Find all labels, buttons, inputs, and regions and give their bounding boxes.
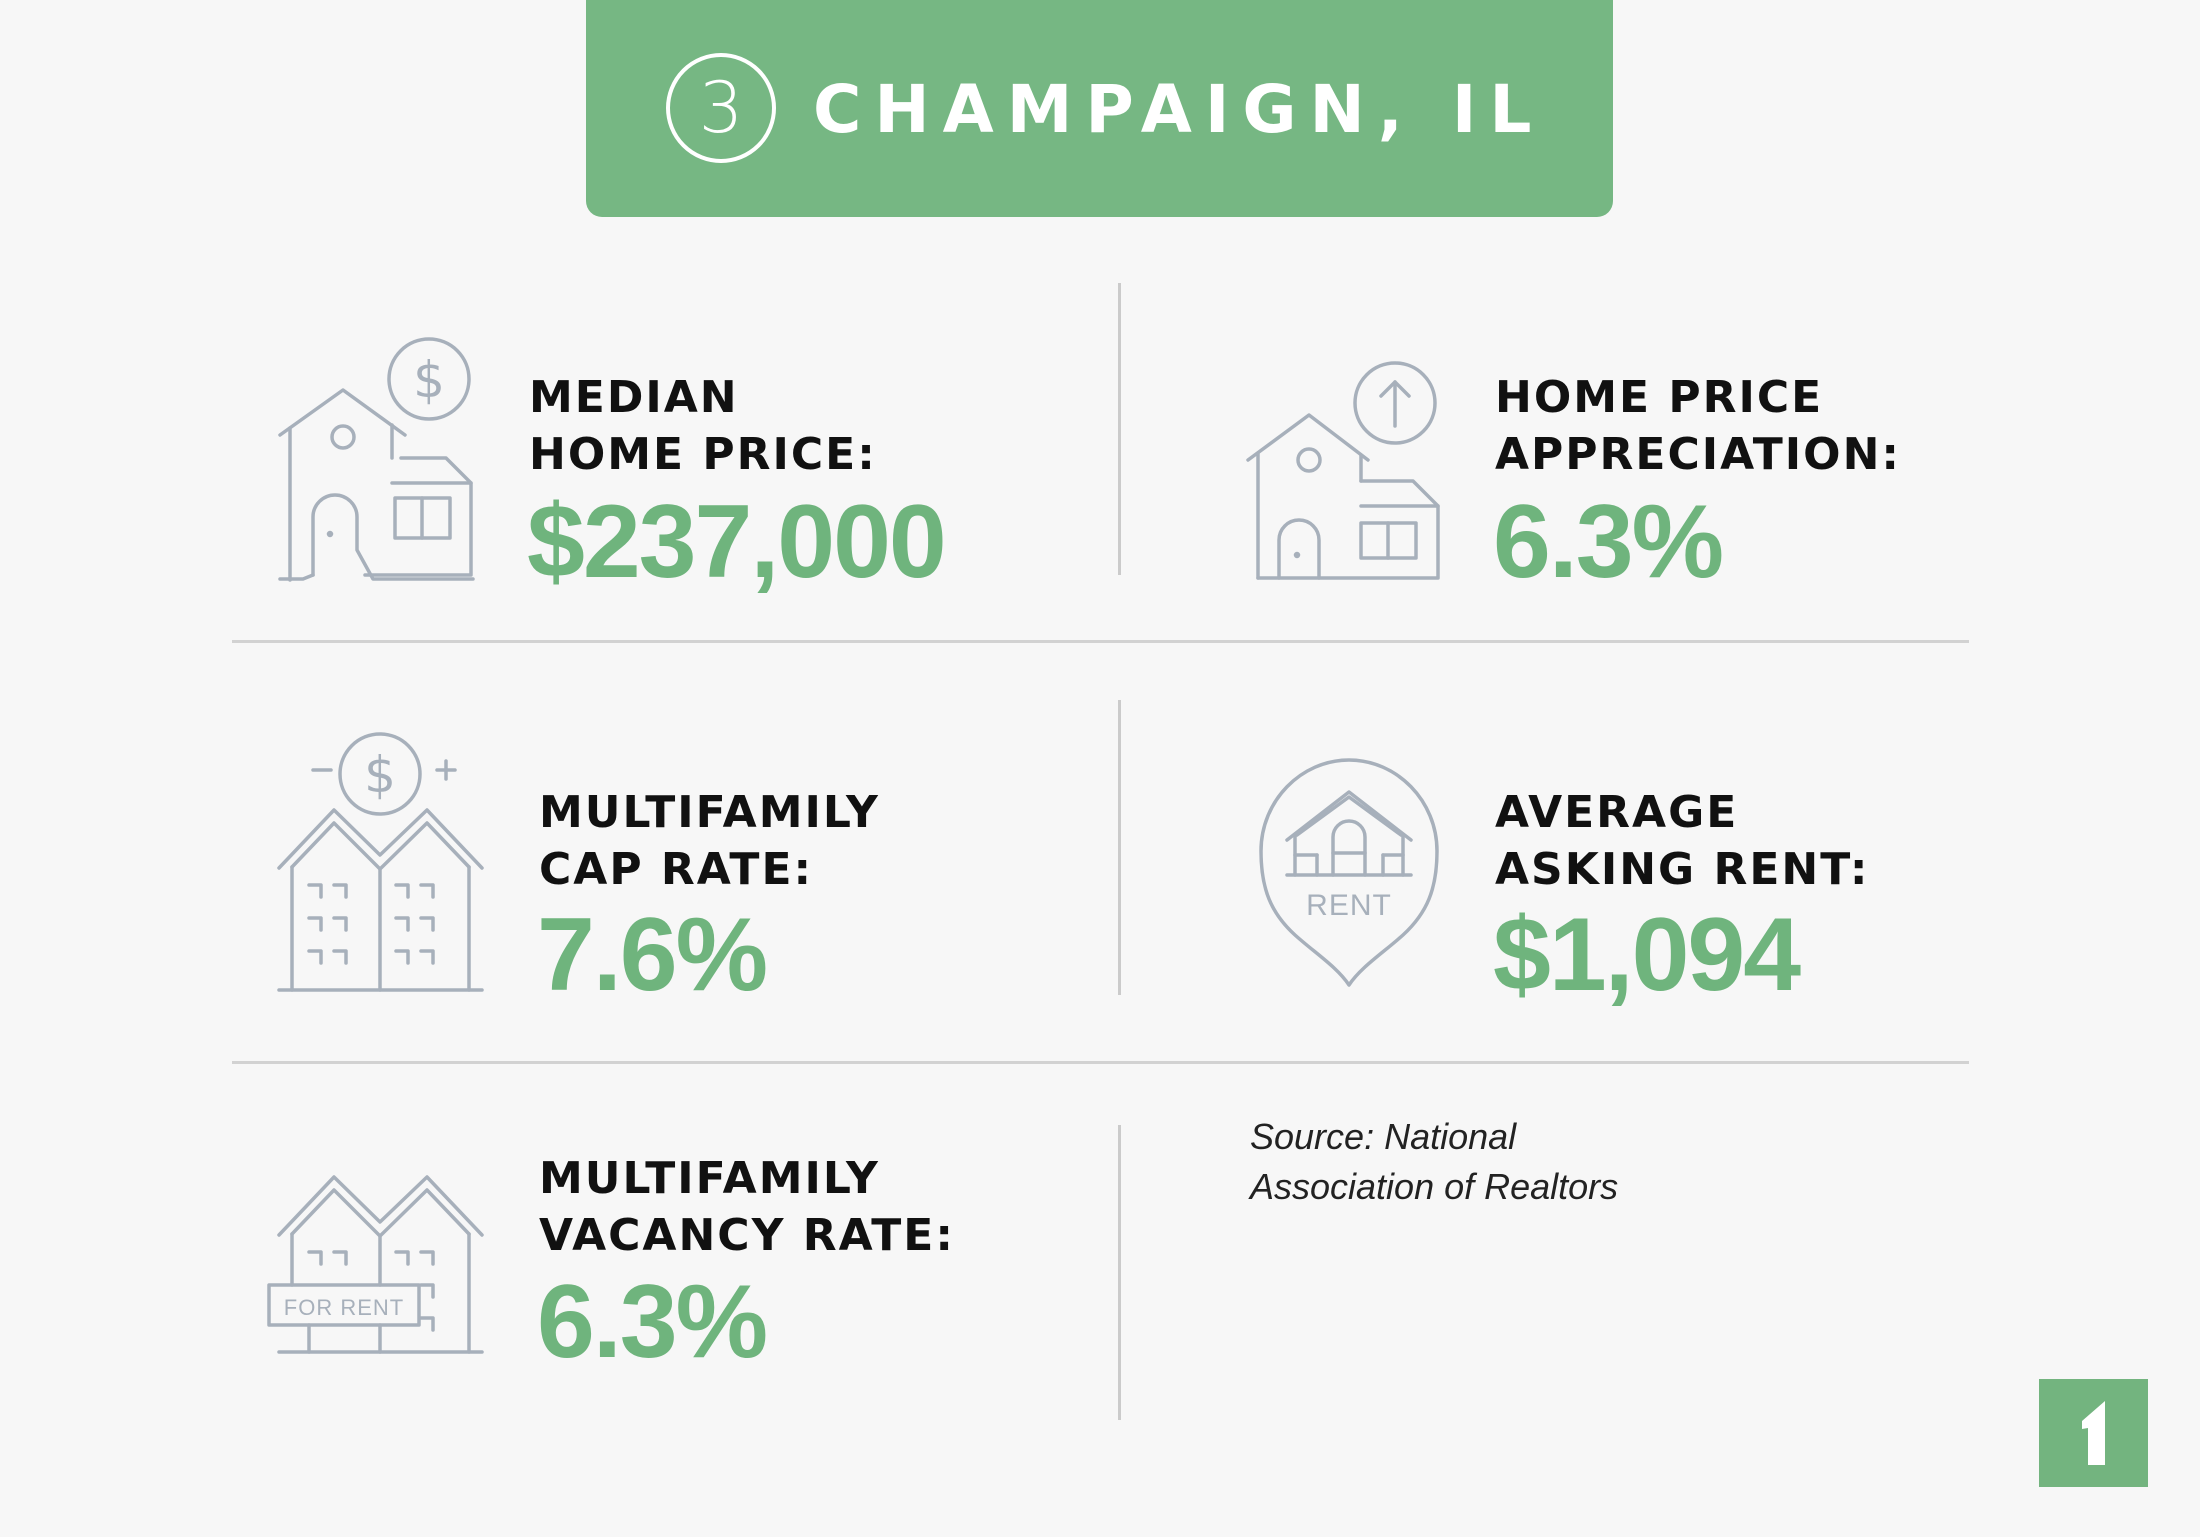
multifamily-vacancy-rate-label-line2: VACANCY RATE:	[539, 1210, 955, 1261]
rank-badge: 3	[666, 53, 776, 163]
svg-text:$: $	[364, 746, 396, 804]
median-home-price-label-line2: HOME PRICE:	[529, 429, 877, 480]
house-dollar-icon: $	[275, 335, 475, 585]
multifamily-cap-rate-label-line1: MULTIFAMILY	[539, 787, 880, 838]
source-line1: Source: National	[1250, 1116, 1517, 1157]
rent-pin-icon: RENT	[1257, 755, 1442, 990]
for-rent-sign-text: FOR RENT	[284, 1295, 404, 1320]
multifamily-vacancy-rate-value: 6.3%	[537, 1264, 768, 1380]
header-banner: 3 CHAMPAIGN, IL	[586, 0, 1613, 217]
logo-mark-icon	[2082, 1401, 2105, 1465]
average-asking-rent-label-line2: ASKING RENT:	[1495, 844, 1870, 895]
apartment-dollar-icon: $	[275, 730, 495, 995]
svg-text:$: $	[413, 351, 445, 409]
average-asking-rent-label-line1: AVERAGE	[1495, 787, 1739, 838]
page-title: CHAMPAIGN, IL	[813, 71, 1545, 148]
home-price-appreciation-label-line2: APPRECIATION:	[1495, 429, 1901, 480]
brand-logo	[2039, 1379, 2148, 1487]
source-note: Source: National Association of Realtors	[1250, 1112, 1618, 1212]
vertical-divider-row1	[1118, 283, 1121, 575]
average-asking-rent-value: $1,094	[1493, 897, 1801, 1013]
multifamily-vacancy-rate-label-line1: MULTIFAMILY	[539, 1153, 880, 1204]
median-home-price-label-line1: MEDIAN	[529, 372, 739, 423]
multifamily-vacancy-rate-label: MULTIFAMILY VACANCY RATE:	[539, 1150, 955, 1264]
average-asking-rent-label: AVERAGE ASKING RENT:	[1495, 784, 1869, 898]
median-home-price-label: MEDIAN HOME PRICE:	[529, 369, 877, 483]
home-price-appreciation-label: HOME PRICE APPRECIATION:	[1495, 369, 1901, 483]
vertical-divider-row2	[1118, 700, 1121, 995]
horizontal-divider-1	[232, 640, 1969, 643]
source-line2: Association of Realtors	[1250, 1166, 1619, 1207]
home-price-appreciation-label-line1: HOME PRICE	[1495, 372, 1824, 423]
rent-pin-text: RENT	[1306, 889, 1392, 922]
home-price-appreciation-value: 6.3%	[1493, 484, 1724, 600]
multifamily-cap-rate-label: MULTIFAMILY CAP RATE:	[539, 784, 880, 898]
median-home-price-value: $237,000	[527, 484, 947, 600]
apartment-for-rent-icon: FOR RENT	[265, 1165, 490, 1360]
house-arrow-up-icon	[1243, 360, 1443, 585]
horizontal-divider-2	[232, 1061, 1969, 1064]
vertical-divider-row3	[1118, 1125, 1121, 1420]
multifamily-cap-rate-label-line2: CAP RATE:	[539, 844, 814, 895]
multifamily-cap-rate-value: 7.6%	[537, 897, 768, 1013]
